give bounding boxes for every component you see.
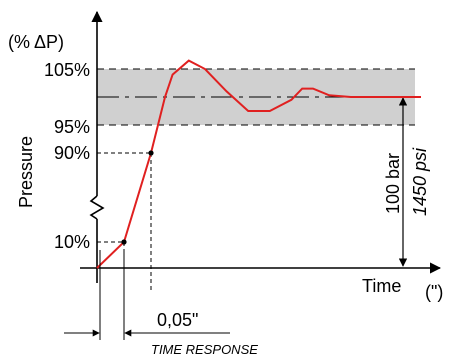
- unit-label: (% ΔP): [8, 32, 64, 52]
- x-axis-unit: ("): [425, 282, 443, 302]
- caption: TIME RESPONSE: [151, 342, 258, 357]
- series-0-line: [96, 59, 421, 269]
- series-0-point-0: [121, 239, 127, 245]
- y-axis-label: Pressure: [16, 136, 36, 208]
- y-tick-label-95: 95%: [54, 117, 90, 137]
- y-tick-label-10: 10%: [54, 232, 90, 252]
- series-0-points: [121, 150, 154, 245]
- y-tick-label-105: 105%: [44, 60, 90, 80]
- series-0-point-1: [148, 150, 154, 156]
- y-tick-label-90: 90%: [54, 143, 90, 163]
- range-label-alt: 1450 psi: [410, 147, 430, 216]
- response-time-label: 0,05": [157, 310, 198, 330]
- range-label: 100 bar: [383, 153, 403, 214]
- x-axis-label: Time: [362, 276, 401, 296]
- y-axis-break: [89, 195, 105, 220]
